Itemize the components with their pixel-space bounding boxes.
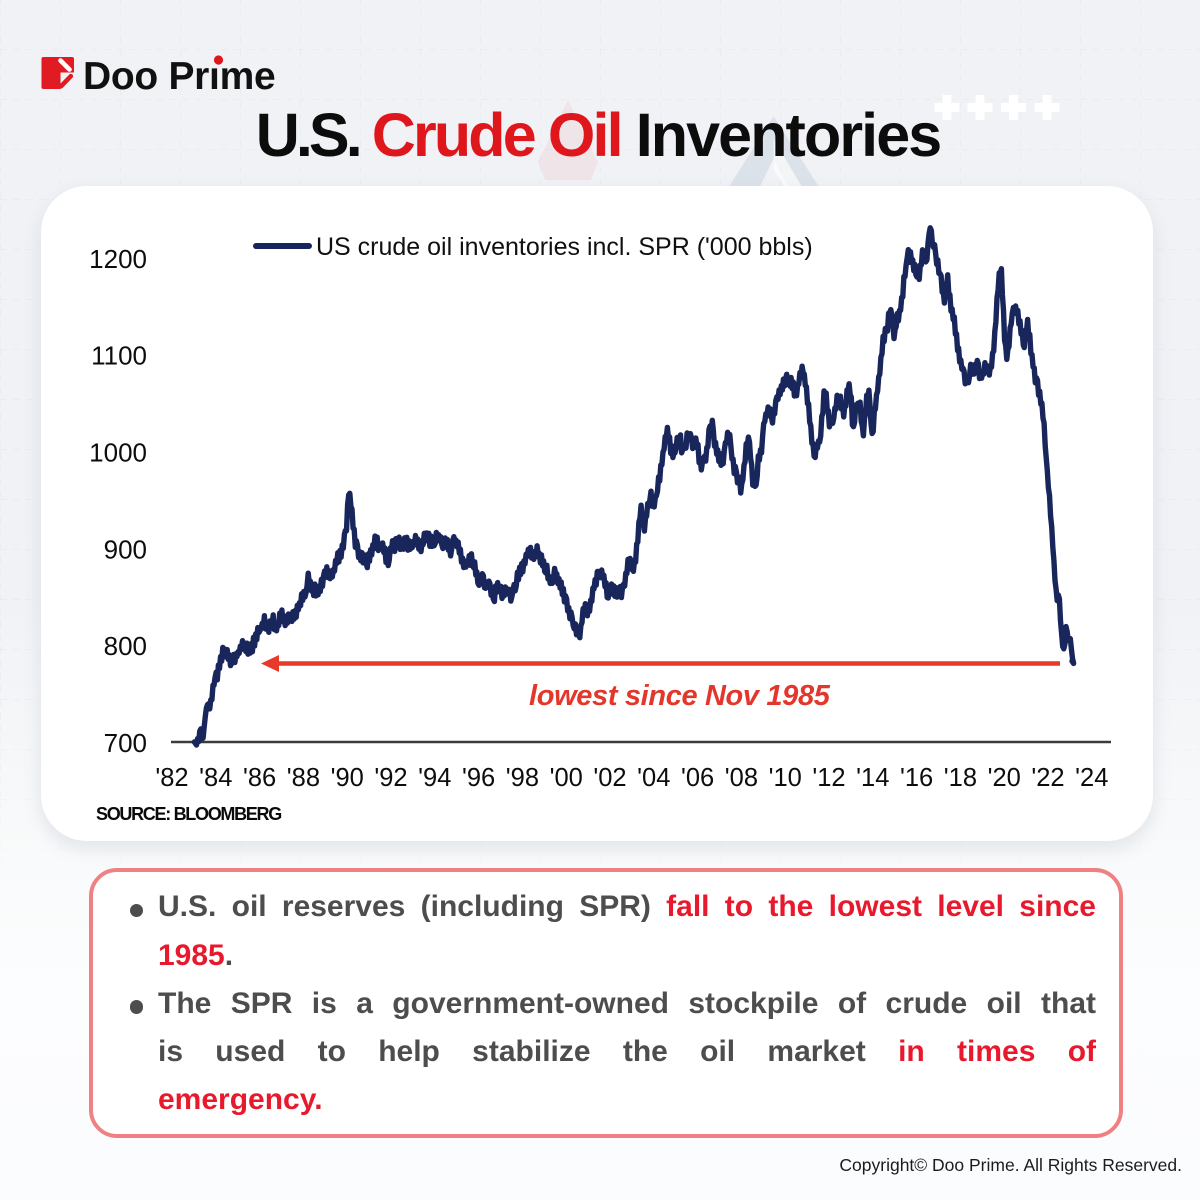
svg-text:'06: '06 xyxy=(681,764,714,792)
svg-text:800: 800 xyxy=(104,631,147,661)
svg-text:'92: '92 xyxy=(374,764,407,792)
svg-text:'88: '88 xyxy=(287,764,320,792)
svg-text:'22: '22 xyxy=(1031,764,1064,792)
svg-text:900: 900 xyxy=(104,534,147,564)
svg-text:'84: '84 xyxy=(199,764,232,792)
svg-text:'24: '24 xyxy=(1075,764,1108,792)
svg-text:'16: '16 xyxy=(900,764,933,792)
svg-text:'90: '90 xyxy=(331,764,364,792)
svg-text:1200: 1200 xyxy=(89,244,147,274)
svg-text:'18: '18 xyxy=(944,764,977,792)
svg-text:700: 700 xyxy=(104,728,147,758)
svg-text:'14: '14 xyxy=(856,764,889,792)
svg-text:'00: '00 xyxy=(550,764,583,792)
svg-text:'04: '04 xyxy=(637,764,670,792)
svg-text:'96: '96 xyxy=(462,764,495,792)
svg-text:'94: '94 xyxy=(418,764,451,792)
svg-text:1000: 1000 xyxy=(89,438,147,468)
svg-text:1100: 1100 xyxy=(91,341,147,371)
svg-text:'20: '20 xyxy=(988,764,1021,792)
svg-text:'98: '98 xyxy=(506,764,539,792)
svg-text:'12: '12 xyxy=(812,764,845,792)
svg-text:'08: '08 xyxy=(725,764,758,792)
svg-text:'10: '10 xyxy=(769,764,802,792)
svg-text:'02: '02 xyxy=(593,764,626,792)
svg-text:'86: '86 xyxy=(243,764,276,792)
svg-text:'82: '82 xyxy=(155,764,188,792)
